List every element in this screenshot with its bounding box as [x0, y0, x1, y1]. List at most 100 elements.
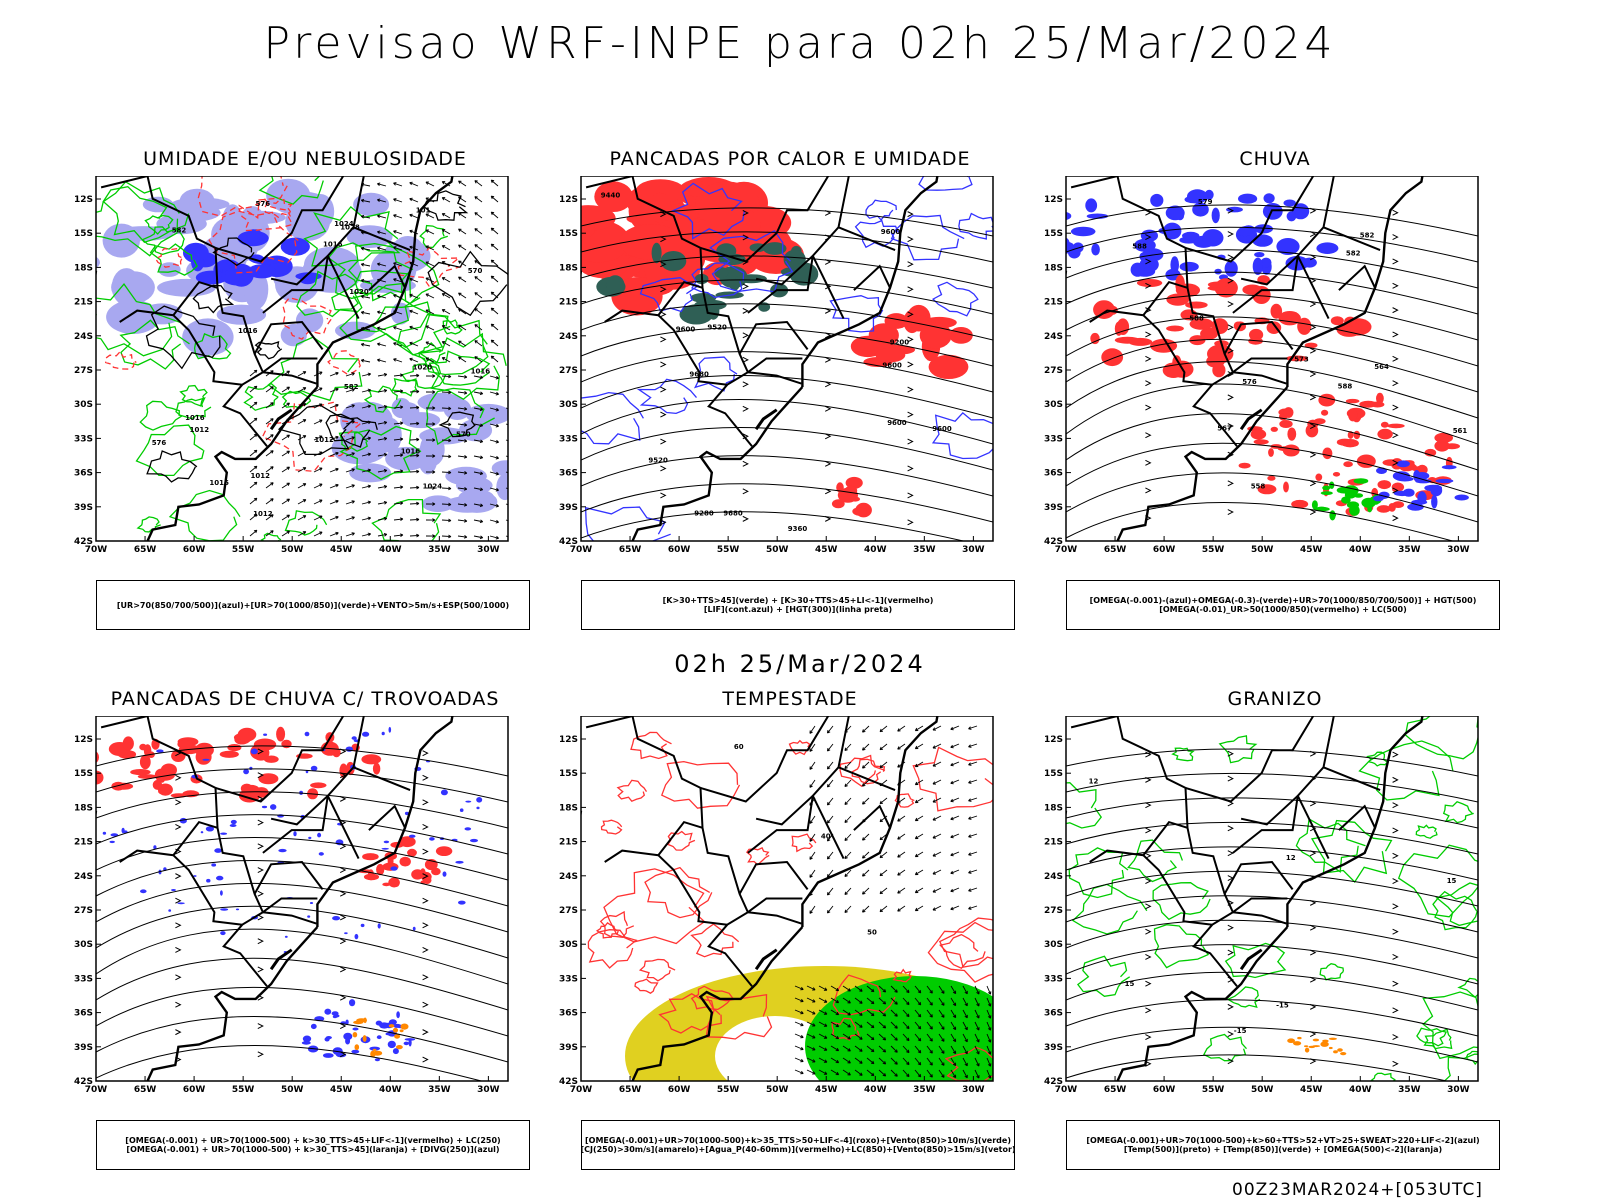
wind-vector — [457, 439, 468, 443]
wind-vector — [441, 261, 451, 267]
shaded-area — [332, 916, 341, 921]
wind-vector — [393, 421, 404, 426]
shaded-area — [243, 769, 250, 775]
shaded-area — [195, 270, 228, 285]
streamline-arrow — [1145, 1007, 1152, 1014]
legend-pancadas-calor: [K>30+TTS>45](verde) + [K>30+TTS>45+LI<-… — [581, 580, 1015, 630]
streamline-arrow — [1145, 1034, 1152, 1041]
wind-vector — [345, 420, 355, 425]
wind-vector — [281, 498, 290, 505]
lat-label: 33S — [559, 974, 578, 984]
wind-vector — [473, 439, 484, 444]
streamline-arrow — [422, 1056, 429, 1063]
streamline-arrow — [257, 867, 264, 873]
wind-vector — [489, 391, 500, 396]
wind-vector — [458, 308, 467, 315]
wind-vector — [313, 419, 323, 425]
wind-vector — [974, 1021, 980, 1031]
wind-vector — [818, 1045, 828, 1051]
wind-vector — [818, 985, 828, 991]
streamline-arrow — [660, 286, 667, 293]
streamlines — [1066, 204, 1478, 541]
map-frame — [1065, 176, 1479, 542]
wind-vector — [265, 498, 274, 505]
lat-label: 27S — [1044, 906, 1063, 916]
contour — [865, 199, 897, 221]
wind-vector — [457, 535, 468, 539]
map-frame — [95, 716, 509, 1082]
panel-title: PANCADAS POR CALOR E UMIDADE — [609, 148, 971, 170]
contour-label: 15 — [1125, 980, 1135, 988]
wind-vector — [830, 1069, 840, 1076]
wind-vector — [458, 228, 467, 235]
lat-label: 21S — [74, 298, 93, 308]
lat-label: 12S — [1044, 735, 1063, 745]
lon-label: 50W — [766, 545, 789, 555]
streamline-arrow — [1309, 750, 1317, 757]
lat-label: 42S — [559, 1077, 578, 1087]
lat-label: 27S — [74, 906, 93, 916]
shaded-area — [137, 774, 157, 779]
shaded-area — [317, 832, 322, 838]
shaded-area — [1318, 393, 1336, 407]
wind-vector — [489, 519, 500, 524]
wind-vector — [473, 391, 484, 396]
wind-vector — [377, 246, 387, 251]
border-line — [326, 795, 360, 860]
streamline-arrow — [257, 914, 264, 921]
shaded-area — [417, 440, 438, 475]
wind-vector — [297, 483, 307, 489]
wind-vector — [425, 486, 436, 490]
lon-label: 45W — [1300, 545, 1323, 555]
contour-label: 9440 — [601, 192, 621, 200]
wind-vector — [409, 501, 420, 506]
wind-vector — [458, 292, 467, 299]
streamline-arrow — [1309, 301, 1317, 307]
wind-vector — [862, 833, 870, 841]
shaded-area — [263, 733, 268, 736]
wind-vector — [902, 997, 910, 1006]
border-line — [119, 849, 243, 926]
contour — [102, 180, 190, 243]
shaded-area — [594, 181, 633, 212]
lat-label: 36S — [74, 1009, 93, 1019]
wind-vector — [474, 308, 483, 315]
wind-vector — [393, 405, 404, 410]
wind-vector — [890, 997, 898, 1005]
border-line — [1223, 320, 1294, 355]
streamline-arrow — [339, 748, 347, 755]
wind-vector — [844, 833, 852, 842]
wind-vector — [425, 438, 436, 442]
wind-vector — [968, 761, 978, 766]
shaded-area — [240, 783, 253, 794]
shaded-area — [1336, 438, 1353, 446]
shaded-area — [1211, 207, 1220, 224]
wind-vector — [297, 387, 307, 393]
contour — [325, 413, 378, 448]
wind-vector — [897, 725, 906, 732]
streamline-arrow — [1227, 347, 1234, 354]
contour — [832, 974, 896, 1016]
wind-vector — [457, 503, 468, 507]
wind-vector — [806, 1069, 816, 1075]
lat-label: 33S — [74, 434, 93, 444]
shaded-area — [310, 782, 327, 789]
humidity-high — [183, 229, 322, 287]
wind-vector — [932, 815, 942, 821]
shaded-area — [270, 804, 277, 810]
streamline-arrow — [257, 938, 264, 945]
shaded-area — [335, 321, 376, 340]
contour-label: 588 — [1132, 242, 1147, 250]
streamline-arrow — [742, 488, 749, 495]
streamline — [1066, 748, 1478, 777]
wind-vector — [425, 277, 435, 283]
border-line — [853, 264, 891, 291]
wind-vector — [878, 1021, 887, 1029]
border-line — [1296, 795, 1330, 860]
contour — [438, 411, 476, 438]
streamline-arrow — [742, 381, 749, 388]
shaded-area — [1254, 252, 1265, 258]
wind-vector — [926, 1033, 933, 1042]
border-line — [1185, 176, 1315, 263]
wind-vector — [862, 797, 870, 805]
